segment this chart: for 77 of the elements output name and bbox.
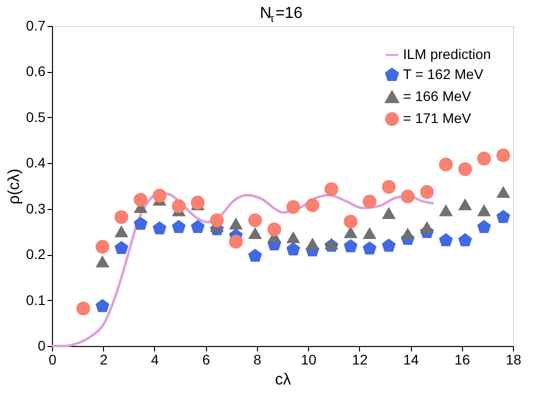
point — [496, 148, 510, 162]
point — [96, 240, 110, 254]
point — [362, 227, 376, 240]
point — [382, 207, 396, 219]
point — [458, 233, 472, 246]
x-tick-label: 14 — [403, 352, 420, 368]
point — [420, 221, 434, 234]
x-tick-label: 4 — [151, 352, 160, 368]
point — [458, 162, 472, 176]
point — [344, 214, 358, 229]
point — [190, 196, 205, 210]
point — [286, 242, 300, 256]
point — [228, 234, 243, 249]
point — [286, 200, 300, 214]
point — [439, 233, 453, 246]
point — [114, 240, 128, 254]
point — [400, 228, 415, 240]
x-tick-label: 16 — [454, 352, 470, 368]
x-tick-label: 10 — [300, 352, 317, 368]
point — [190, 220, 205, 233]
legend-label: ILM prediction — [403, 46, 491, 62]
point — [324, 182, 338, 196]
point — [210, 213, 224, 228]
point — [362, 241, 376, 254]
point — [362, 194, 376, 208]
point — [400, 190, 415, 204]
y-tick-label: 0.6 — [26, 63, 46, 80]
point — [76, 302, 90, 316]
x-tick-label: 0 — [48, 352, 57, 368]
point — [420, 185, 434, 199]
point — [439, 204, 453, 216]
point — [114, 210, 128, 224]
point — [267, 222, 282, 236]
y-axis-title: ρ(cλ) — [6, 168, 24, 204]
point — [458, 198, 472, 210]
x-tick-label: 2 — [100, 352, 108, 368]
point — [439, 158, 453, 172]
point — [228, 218, 243, 230]
point — [382, 238, 396, 252]
point — [306, 238, 320, 250]
point — [286, 231, 300, 244]
point — [152, 188, 166, 202]
point — [114, 225, 128, 238]
point — [96, 298, 110, 312]
y-tick-label: 0.2 — [26, 246, 46, 262]
point — [344, 226, 358, 238]
y-tick-label: 0.3 — [26, 200, 46, 216]
point — [496, 186, 510, 198]
x-tick-label: 8 — [253, 352, 262, 368]
x-tick-label: 18 — [506, 352, 522, 368]
legend-label: = 166 MeV — [403, 88, 472, 104]
x-tick-label: 6 — [202, 352, 210, 368]
legend-label: = 171 MeV — [403, 110, 472, 126]
point — [134, 192, 148, 207]
y-tick-label: 0.1 — [26, 292, 46, 308]
y-tick-label: 0 — [38, 338, 46, 354]
point — [344, 239, 358, 252]
point — [248, 227, 262, 240]
x-tick-label: 12 — [352, 352, 368, 368]
point — [152, 221, 166, 234]
point — [306, 198, 320, 212]
point — [134, 216, 148, 230]
point — [172, 199, 186, 213]
point — [172, 220, 186, 233]
point — [248, 248, 262, 262]
point — [477, 152, 491, 166]
point — [96, 255, 110, 268]
point — [496, 210, 510, 223]
y-tick-label: 0.4 — [26, 154, 46, 171]
y-tick-label: 0.7 — [26, 18, 46, 34]
point — [382, 180, 396, 194]
point — [248, 213, 262, 228]
point — [477, 204, 491, 216]
point — [477, 220, 491, 233]
legend-label: T = 162 MeV — [403, 66, 484, 82]
y-tick-label: 0.5 — [26, 108, 46, 125]
x-axis-title: cλ — [275, 372, 291, 388]
